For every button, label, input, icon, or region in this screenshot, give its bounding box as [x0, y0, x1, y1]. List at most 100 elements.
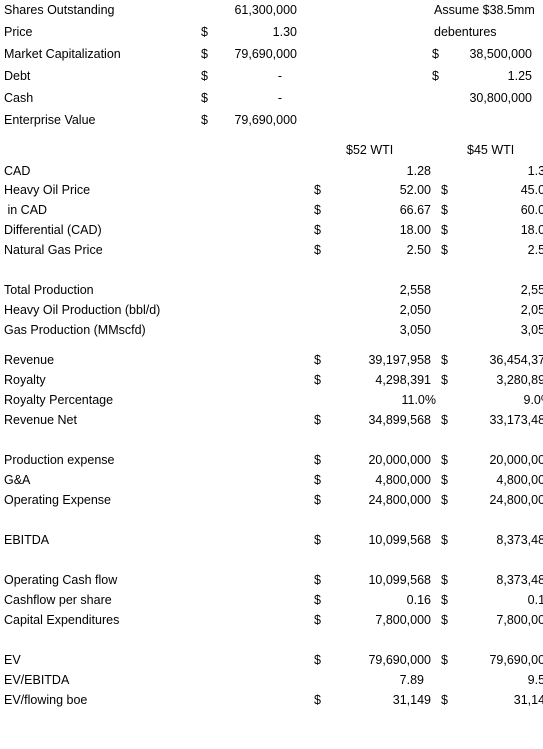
dollar-a: $ — [314, 373, 321, 387]
label-shares-outstanding: Shares Outstanding — [4, 3, 115, 17]
row-label: Natural Gas Price — [4, 243, 103, 257]
assumption-shares: 30,800,000 — [469, 91, 532, 105]
row-label: Differential (CAD) — [4, 223, 102, 237]
value-b: 8,373,481 — [496, 573, 543, 587]
row-cash: Cash $ - 30,800,000 — [0, 88, 543, 108]
row-label: Heavy Oil Price — [4, 183, 91, 197]
assumption-line2: debentures — [434, 25, 497, 39]
row-ev-ebitda: EV/EBITDA 7.89 9.52 — [0, 670, 543, 690]
dollar-b: $ — [441, 693, 448, 707]
value-a: 18.00 — [399, 223, 431, 237]
row-label: EV/flowing boe — [4, 693, 88, 707]
row-label: Revenue — [4, 353, 55, 367]
dollar-b: $ — [441, 653, 448, 667]
row-operating-cash-flow: Operating Cash flow $ 10,099,568 $ 8,373… — [0, 570, 543, 590]
value-a: 66.67 — [399, 203, 431, 217]
dollar-b: $ — [441, 453, 448, 467]
value-b: 7,800,000 — [496, 613, 543, 627]
row-market-cap: Market Capitalization $ 79,690,000 $ 38,… — [0, 44, 543, 64]
row-label: G&A — [4, 473, 31, 487]
assumption-amount: 38,500,000 — [469, 47, 532, 61]
value-b: 9.52 — [527, 673, 543, 687]
value-enterprise-value: 79,690,000 — [234, 113, 297, 127]
value-b: 18.00 — [520, 223, 543, 237]
row-royalty: Royalty $ 4,298,391 $ 3,280,894 — [0, 370, 543, 390]
value-a: 11.0% — [401, 393, 436, 407]
value-b: 2,558 — [520, 283, 543, 297]
label-enterprise-value: Enterprise Value — [4, 113, 96, 127]
value-a: 1.28 — [406, 164, 431, 178]
dollar-a: $ — [314, 493, 321, 507]
label-cash: Cash — [4, 91, 34, 105]
assumption-price: 1.25 — [507, 69, 532, 83]
row-label: Cashflow per share — [4, 593, 112, 607]
row-royalty-percentage: Royalty Percentage 11.0% 9.0% — [0, 390, 543, 410]
header-45-wti: $45 WTI — [467, 143, 515, 157]
value-a: 2.50 — [406, 243, 431, 257]
dollar-market-cap: $ — [201, 47, 208, 61]
value-b: 79,690,000 — [489, 653, 543, 667]
value-b: 31,149 — [513, 693, 543, 707]
value-b: 3,280,894 — [496, 373, 543, 387]
value-a: 2,050 — [399, 303, 431, 317]
value-a: 24,800,000 — [368, 493, 431, 507]
assumption-line1: Assume $38.5mm — [434, 3, 535, 17]
row-label: Operating Cash flow — [4, 573, 118, 587]
value-a: 4,298,391 — [375, 373, 431, 387]
value-a: 31,149 — [392, 693, 431, 707]
row-total-production: Total Production 2,558 2,558 — [0, 280, 543, 300]
row-label: Total Production — [4, 283, 94, 297]
row-price: Price $ 1.30 debentures — [0, 22, 543, 42]
dollar-cash: $ — [201, 91, 208, 105]
dollar-b: $ — [441, 223, 448, 237]
value-b: 8,373,481 — [496, 533, 543, 547]
value-a: 7.89 — [399, 673, 424, 687]
dollar-a: $ — [314, 453, 321, 467]
dollar-a: $ — [314, 243, 321, 257]
dollar-b: $ — [441, 533, 448, 547]
dollar-b: $ — [441, 183, 448, 197]
dollar-a: $ — [314, 593, 321, 607]
value-price: 1.30 — [272, 25, 297, 39]
row-revenue-net: Revenue Net $ 34,899,568 $ 33,173,481 — [0, 410, 543, 430]
row-operating-expense: Operating Expense $ 24,800,000 $ 24,800,… — [0, 490, 543, 510]
value-b: 2,050 — [520, 303, 543, 317]
row-capital-expenditures: Capital Expenditures $ 7,800,000 $ 7,800… — [0, 610, 543, 630]
value-b: 0.14 — [527, 593, 543, 607]
value-b: 33,173,481 — [489, 413, 543, 427]
dollar-b: $ — [441, 593, 448, 607]
row-ebitda: EBITDA $ 10,099,568 $ 8,373,481 — [0, 530, 543, 550]
row-cad: CAD 1.28 1.33 — [0, 161, 543, 181]
value-a: 52.00 — [399, 183, 431, 197]
row-ev: EV $ 79,690,000 $ 79,690,000 — [0, 650, 543, 670]
row-label: EV/EBITDA — [4, 673, 70, 687]
row-gas-production: Gas Production (MMscfd) 3,050 3,050 — [0, 320, 543, 340]
value-b: 24,800,000 — [489, 493, 543, 507]
value-a: 2,558 — [399, 283, 431, 297]
dollar-b: $ — [441, 413, 448, 427]
row-differential: Differential (CAD) $ 18.00 $ 18.00 — [0, 220, 543, 240]
value-a: 39,197,958 — [368, 353, 431, 367]
dollar-b: $ — [441, 473, 448, 487]
row-label: Production expense — [4, 453, 115, 467]
dollar-a: $ — [314, 533, 321, 547]
value-a: 3,050 — [399, 323, 431, 337]
dollar-a: $ — [314, 183, 321, 197]
value-b: 2.50 — [527, 243, 543, 257]
value-market-cap: 79,690,000 — [234, 47, 297, 61]
dollar-b: $ — [441, 573, 448, 587]
row-label: CAD — [4, 164, 31, 178]
value-cash: - — [277, 91, 282, 105]
label-price: Price — [4, 25, 33, 39]
row-label: Capital Expenditures — [4, 613, 120, 627]
row-shares-outstanding: Shares Outstanding 61,300,000 Assume $38… — [0, 0, 543, 20]
value-b: 60.00 — [520, 203, 543, 217]
row-label: Operating Expense — [4, 493, 112, 507]
row-label: EBITDA — [4, 533, 50, 547]
dollar-a: $ — [314, 413, 321, 427]
dollar-a: $ — [314, 613, 321, 627]
value-a: 7,800,000 — [375, 613, 431, 627]
row-g-and-a: G&A $ 4,800,000 $ 4,800,000 — [0, 470, 543, 490]
value-a: 4,800,000 — [375, 473, 431, 487]
